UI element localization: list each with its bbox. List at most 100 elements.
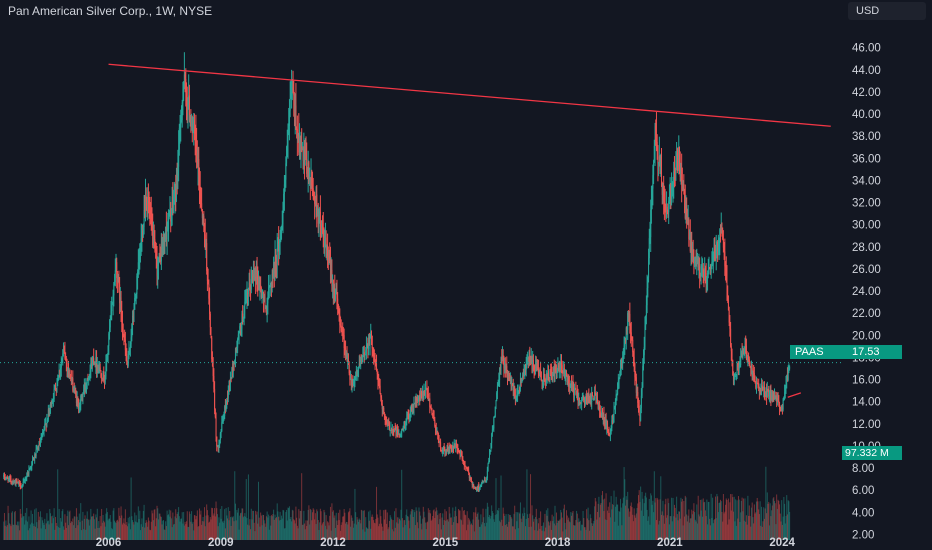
candle-body bbox=[358, 368, 360, 371]
volume-bar bbox=[173, 524, 175, 540]
candle-body bbox=[134, 295, 136, 298]
volume-bar bbox=[101, 522, 103, 540]
candle-body bbox=[255, 276, 257, 281]
volume-bar bbox=[331, 503, 333, 540]
candle-body bbox=[758, 386, 760, 388]
volume-bar bbox=[84, 515, 86, 540]
short-trend-segment[interactable] bbox=[787, 392, 802, 398]
volume-bar bbox=[310, 509, 312, 540]
candle-body bbox=[136, 275, 138, 295]
volume-bar bbox=[575, 519, 577, 540]
volume-bar bbox=[447, 519, 449, 540]
volume-bar bbox=[654, 502, 656, 540]
candle-body bbox=[643, 355, 645, 367]
volume-bar bbox=[68, 511, 70, 540]
candle-body bbox=[350, 379, 352, 381]
candle-body bbox=[277, 241, 279, 248]
volume-bar bbox=[368, 511, 370, 540]
volume-bar bbox=[311, 512, 313, 540]
candle-body bbox=[177, 166, 179, 176]
volume-bar bbox=[82, 511, 84, 540]
candle-body bbox=[241, 313, 243, 329]
volume-bar bbox=[196, 510, 198, 540]
candle-body bbox=[368, 343, 370, 345]
volume-bar bbox=[769, 503, 771, 540]
candle-body bbox=[219, 433, 221, 440]
volume-bar bbox=[642, 498, 644, 540]
volume-bar bbox=[594, 498, 596, 540]
volume-bar bbox=[579, 520, 581, 540]
candle-body bbox=[329, 260, 331, 271]
volume-bar bbox=[209, 521, 211, 540]
candle-body bbox=[371, 335, 373, 349]
volume-bar bbox=[316, 509, 318, 540]
candle-body bbox=[535, 364, 537, 372]
volume-bar bbox=[777, 499, 779, 540]
volume-bar bbox=[321, 525, 323, 540]
candle-body bbox=[747, 355, 749, 360]
candle-body bbox=[444, 448, 446, 452]
candle-body bbox=[414, 402, 416, 407]
candle-body bbox=[684, 197, 686, 219]
volume-bar bbox=[159, 513, 161, 540]
candle-body bbox=[454, 443, 456, 448]
candle-body bbox=[579, 402, 581, 406]
candle-body bbox=[279, 240, 281, 244]
volume-bar bbox=[91, 516, 93, 540]
volume-bar bbox=[208, 522, 210, 540]
candle-body bbox=[288, 125, 290, 135]
candle-body bbox=[365, 350, 367, 355]
candle-body bbox=[255, 269, 257, 281]
volume-bar bbox=[625, 496, 627, 540]
candle-body bbox=[86, 379, 88, 384]
candle-body bbox=[383, 407, 385, 415]
candle-body bbox=[735, 375, 737, 377]
currency-selector[interactable]: USD bbox=[848, 2, 926, 20]
candle-body bbox=[201, 209, 203, 219]
volume-bar bbox=[592, 523, 594, 540]
candle-body bbox=[735, 375, 737, 377]
volume-bar bbox=[42, 522, 44, 540]
volume-bar bbox=[567, 519, 569, 540]
candle-body bbox=[560, 363, 562, 366]
volume-bar bbox=[16, 521, 18, 540]
candle-body bbox=[705, 273, 707, 285]
candle-body bbox=[231, 367, 233, 379]
candle-body bbox=[517, 390, 519, 392]
candle-body bbox=[388, 422, 390, 424]
candle-body bbox=[23, 480, 25, 483]
trendline[interactable] bbox=[108, 63, 831, 127]
candle-body bbox=[309, 177, 311, 182]
volume-bar bbox=[703, 502, 705, 540]
volume-bar bbox=[237, 512, 239, 540]
candle-body bbox=[755, 381, 757, 388]
candle-body bbox=[477, 485, 479, 491]
volume-bar bbox=[28, 516, 30, 540]
candle-body bbox=[173, 197, 175, 203]
candle-body bbox=[419, 397, 421, 399]
volume-bar bbox=[8, 523, 10, 540]
y-tick-label: 16.00 bbox=[852, 375, 881, 387]
candle-body bbox=[145, 196, 147, 202]
volume-bar bbox=[280, 519, 282, 540]
candle-body bbox=[594, 392, 596, 400]
candle-body bbox=[740, 353, 742, 357]
y-tick-label: 42.00 bbox=[852, 87, 881, 99]
volume-bar bbox=[446, 520, 448, 540]
candle-body bbox=[414, 402, 416, 404]
volume-bar bbox=[9, 524, 11, 540]
volume-bar bbox=[319, 508, 321, 540]
candle-body bbox=[686, 214, 688, 221]
volume-bar bbox=[74, 516, 76, 540]
volume-bar bbox=[444, 509, 446, 540]
candle-body bbox=[729, 322, 731, 329]
volume-bar bbox=[483, 523, 485, 540]
volume-bar bbox=[255, 510, 257, 540]
candle-body bbox=[564, 376, 566, 378]
candle-body bbox=[608, 430, 610, 435]
candle-body bbox=[167, 229, 169, 231]
volume-bar bbox=[399, 518, 401, 540]
volume-bar bbox=[465, 515, 467, 540]
candle-body bbox=[406, 414, 408, 418]
